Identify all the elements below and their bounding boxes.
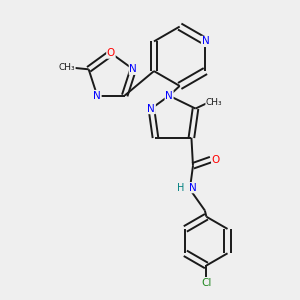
Text: N: N [148, 103, 155, 114]
Text: O: O [212, 154, 220, 165]
Text: N: N [129, 64, 137, 74]
Text: CH₃: CH₃ [58, 63, 75, 72]
Text: N: N [93, 91, 101, 100]
Text: N: N [189, 183, 197, 193]
Text: N: N [202, 36, 209, 46]
Text: Cl: Cl [201, 278, 212, 288]
Text: CH₃: CH₃ [206, 98, 223, 107]
Text: N: N [165, 91, 173, 101]
Text: H: H [177, 183, 184, 193]
Text: O: O [107, 48, 115, 58]
